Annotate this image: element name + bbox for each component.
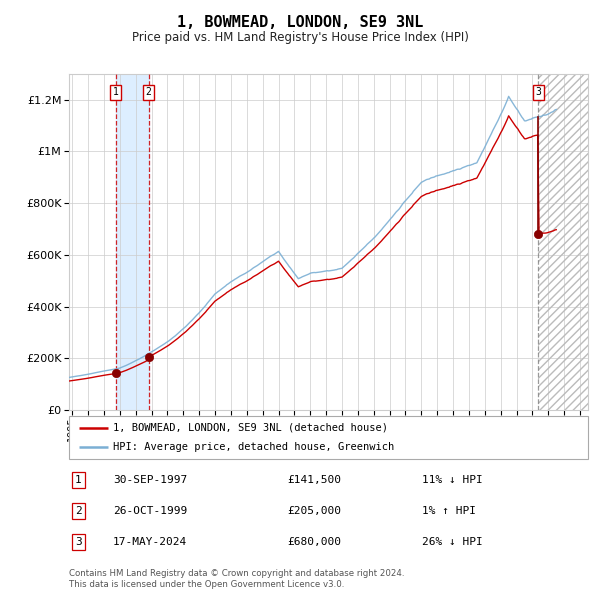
Text: 1, BOWMEAD, LONDON, SE9 3NL (detached house): 1, BOWMEAD, LONDON, SE9 3NL (detached ho… — [113, 422, 388, 432]
Text: 1% ↑ HPI: 1% ↑ HPI — [422, 506, 476, 516]
Text: 3: 3 — [535, 87, 541, 97]
Text: 1: 1 — [75, 475, 82, 485]
Text: HPI: Average price, detached house, Greenwich: HPI: Average price, detached house, Gree… — [113, 442, 394, 453]
Text: 11% ↓ HPI: 11% ↓ HPI — [422, 475, 482, 485]
Text: 1: 1 — [113, 87, 119, 97]
Text: £680,000: £680,000 — [287, 537, 341, 547]
Text: This data is licensed under the Open Government Licence v3.0.: This data is licensed under the Open Gov… — [69, 579, 344, 589]
Text: Price paid vs. HM Land Registry's House Price Index (HPI): Price paid vs. HM Land Registry's House … — [131, 31, 469, 44]
Bar — [538, 74, 588, 410]
Bar — [116, 74, 149, 410]
Text: £205,000: £205,000 — [287, 506, 341, 516]
Text: £141,500: £141,500 — [287, 475, 341, 485]
Bar — [538, 74, 588, 410]
Text: Contains HM Land Registry data © Crown copyright and database right 2024.: Contains HM Land Registry data © Crown c… — [69, 569, 404, 578]
Text: 1, BOWMEAD, LONDON, SE9 3NL: 1, BOWMEAD, LONDON, SE9 3NL — [177, 15, 423, 30]
Text: 30-SEP-1997: 30-SEP-1997 — [113, 475, 187, 485]
Text: 3: 3 — [75, 537, 82, 547]
Text: 26-OCT-1999: 26-OCT-1999 — [113, 506, 187, 516]
FancyBboxPatch shape — [69, 416, 588, 459]
Text: 17-MAY-2024: 17-MAY-2024 — [113, 537, 187, 547]
Text: 2: 2 — [75, 506, 82, 516]
Text: 26% ↓ HPI: 26% ↓ HPI — [422, 537, 482, 547]
Text: 2: 2 — [146, 87, 152, 97]
